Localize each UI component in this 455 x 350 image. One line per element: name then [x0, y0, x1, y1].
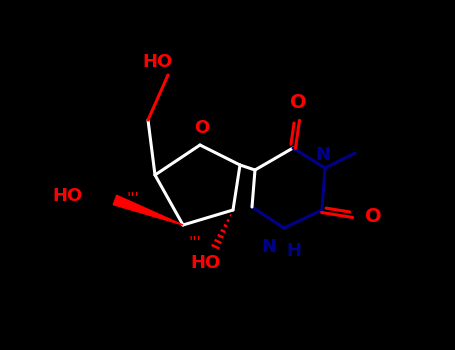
Polygon shape — [113, 195, 183, 225]
Text: HO: HO — [190, 254, 220, 272]
Text: N: N — [315, 146, 330, 164]
Text: ''': ''' — [127, 191, 140, 206]
Text: H: H — [286, 242, 301, 260]
Text: N: N — [261, 238, 276, 256]
Text: O: O — [290, 93, 306, 112]
Text: HO: HO — [53, 187, 83, 205]
Text: HO: HO — [143, 53, 173, 71]
Text: ''': ''' — [188, 237, 201, 252]
Text: O: O — [365, 206, 382, 225]
Text: O: O — [194, 119, 210, 137]
